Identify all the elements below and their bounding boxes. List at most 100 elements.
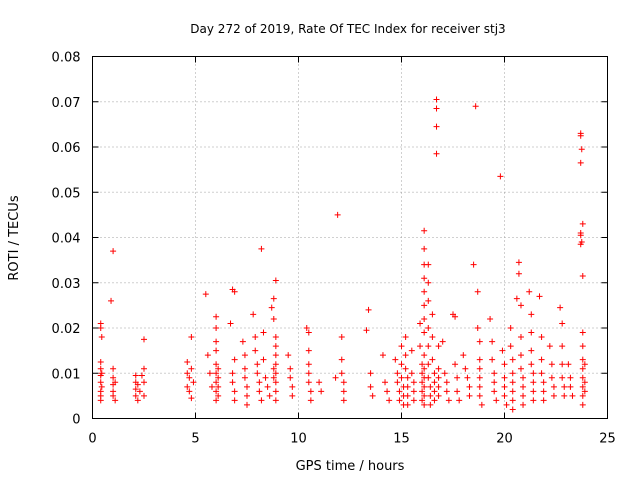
x-tick-label: 10 [290, 432, 307, 447]
data-point [528, 311, 535, 318]
data-point [229, 379, 236, 386]
data-point [98, 370, 105, 377]
data-point [410, 388, 417, 395]
data-point [213, 370, 220, 377]
data-point [384, 388, 391, 395]
data-point [382, 379, 389, 386]
data-point [272, 343, 279, 350]
data-point [421, 302, 428, 309]
data-point [285, 352, 292, 359]
data-point [136, 388, 143, 395]
data-point [419, 397, 426, 404]
data-point [559, 374, 566, 381]
data-point [239, 338, 246, 345]
data-point [520, 374, 527, 381]
data-point [540, 397, 547, 404]
data-point [184, 358, 191, 365]
data-point [419, 379, 426, 386]
data-point [338, 356, 345, 363]
data-point [307, 397, 314, 404]
data-point [213, 361, 220, 368]
data-point [581, 361, 588, 368]
data-point [489, 356, 496, 363]
data-point [141, 336, 147, 343]
data-point [429, 334, 436, 341]
data-point [559, 320, 566, 327]
data-point [579, 374, 586, 381]
data-point [509, 406, 516, 413]
data-point [435, 374, 442, 381]
data-point [141, 379, 147, 386]
data-point [579, 365, 586, 372]
data-point [491, 370, 498, 377]
data-point [303, 325, 310, 331]
data-point [421, 245, 428, 252]
data-point [394, 370, 401, 377]
y-tick-label: 0.02 [52, 322, 81, 337]
data-point [509, 388, 516, 395]
data-point [215, 392, 222, 399]
data-point [398, 361, 405, 368]
data-point [503, 401, 510, 408]
data-point [433, 105, 440, 112]
data-point [402, 334, 409, 341]
data-point [427, 401, 434, 408]
data-point [213, 338, 220, 345]
data-point [379, 352, 386, 359]
data-point [433, 150, 440, 157]
data-point [421, 392, 428, 399]
data-point [530, 388, 537, 395]
data-point [433, 96, 440, 103]
data-point [526, 288, 533, 295]
data-point [567, 374, 574, 381]
data-point [538, 334, 545, 341]
data-point [272, 370, 279, 377]
data-point [517, 365, 524, 372]
data-point [559, 361, 566, 368]
data-point [256, 379, 263, 386]
data-point [254, 361, 261, 368]
data-point [318, 388, 325, 395]
data-point [435, 383, 442, 390]
data-point [410, 397, 417, 404]
data-point [398, 374, 405, 381]
data-point [268, 304, 275, 311]
data-point [215, 365, 222, 372]
data-point [579, 220, 586, 227]
data-point [419, 370, 426, 377]
data-point [184, 370, 191, 377]
data-point [517, 352, 524, 359]
data-point [241, 365, 248, 372]
data-point [546, 343, 553, 350]
data-point [528, 347, 535, 354]
data-point [528, 361, 535, 368]
data-point [579, 356, 586, 363]
data-point [213, 379, 220, 386]
data-point [435, 392, 442, 399]
data-point [202, 291, 209, 298]
data-point [489, 338, 496, 345]
data-point [425, 279, 432, 286]
data-point [404, 392, 411, 399]
data-point [466, 392, 473, 399]
data-point [402, 352, 409, 359]
data-point [517, 334, 524, 341]
data-point [270, 365, 277, 372]
data-point [396, 397, 403, 404]
data-point [305, 361, 312, 368]
data-point [466, 383, 473, 390]
data-point [507, 325, 514, 331]
data-point [509, 379, 516, 386]
data-point [429, 311, 436, 318]
y-tick-label: 0.05 [52, 186, 81, 201]
data-point [464, 374, 471, 381]
data-point [579, 272, 586, 279]
data-point [443, 388, 450, 395]
data-point [112, 397, 119, 404]
data-point [419, 388, 426, 395]
data-point [272, 388, 279, 395]
data-point [287, 374, 294, 381]
data-point [215, 374, 222, 381]
data-point [579, 401, 586, 408]
x-tick-label: 0 [88, 432, 96, 447]
